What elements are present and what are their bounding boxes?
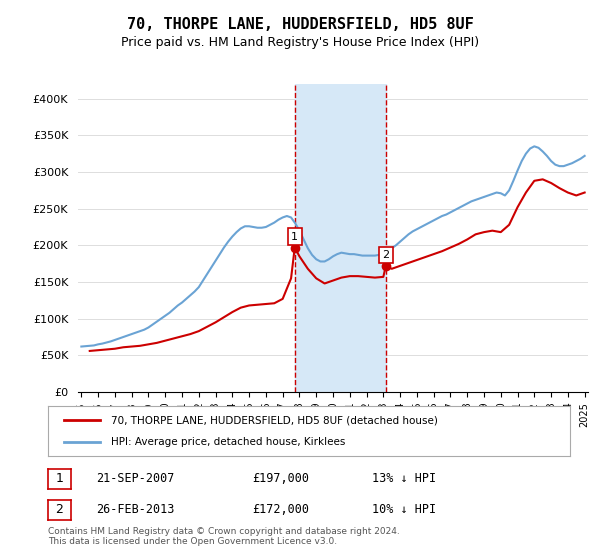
Bar <box>295 84 386 392</box>
Text: Price paid vs. HM Land Registry's House Price Index (HPI): Price paid vs. HM Land Registry's House … <box>121 36 479 49</box>
Text: HPI: Average price, detached house, Kirklees: HPI: Average price, detached house, Kirk… <box>110 437 345 447</box>
Text: 21-SEP-2007: 21-SEP-2007 <box>96 472 175 486</box>
Text: 13% ↓ HPI: 13% ↓ HPI <box>372 472 436 486</box>
Text: 2: 2 <box>55 503 64 516</box>
Text: 2: 2 <box>382 250 389 260</box>
Text: Contains HM Land Registry data © Crown copyright and database right 2024.
This d: Contains HM Land Registry data © Crown c… <box>48 526 400 546</box>
Text: 1: 1 <box>55 472 64 486</box>
Text: 70, THORPE LANE, HUDDERSFIELD, HD5 8UF: 70, THORPE LANE, HUDDERSFIELD, HD5 8UF <box>127 17 473 32</box>
Text: 10% ↓ HPI: 10% ↓ HPI <box>372 503 436 516</box>
Text: 26-FEB-2013: 26-FEB-2013 <box>96 503 175 516</box>
Text: £197,000: £197,000 <box>252 472 309 486</box>
Text: 1: 1 <box>291 231 298 241</box>
Text: 70, THORPE LANE, HUDDERSFIELD, HD5 8UF (detached house): 70, THORPE LANE, HUDDERSFIELD, HD5 8UF (… <box>110 415 437 425</box>
Text: £172,000: £172,000 <box>252 503 309 516</box>
